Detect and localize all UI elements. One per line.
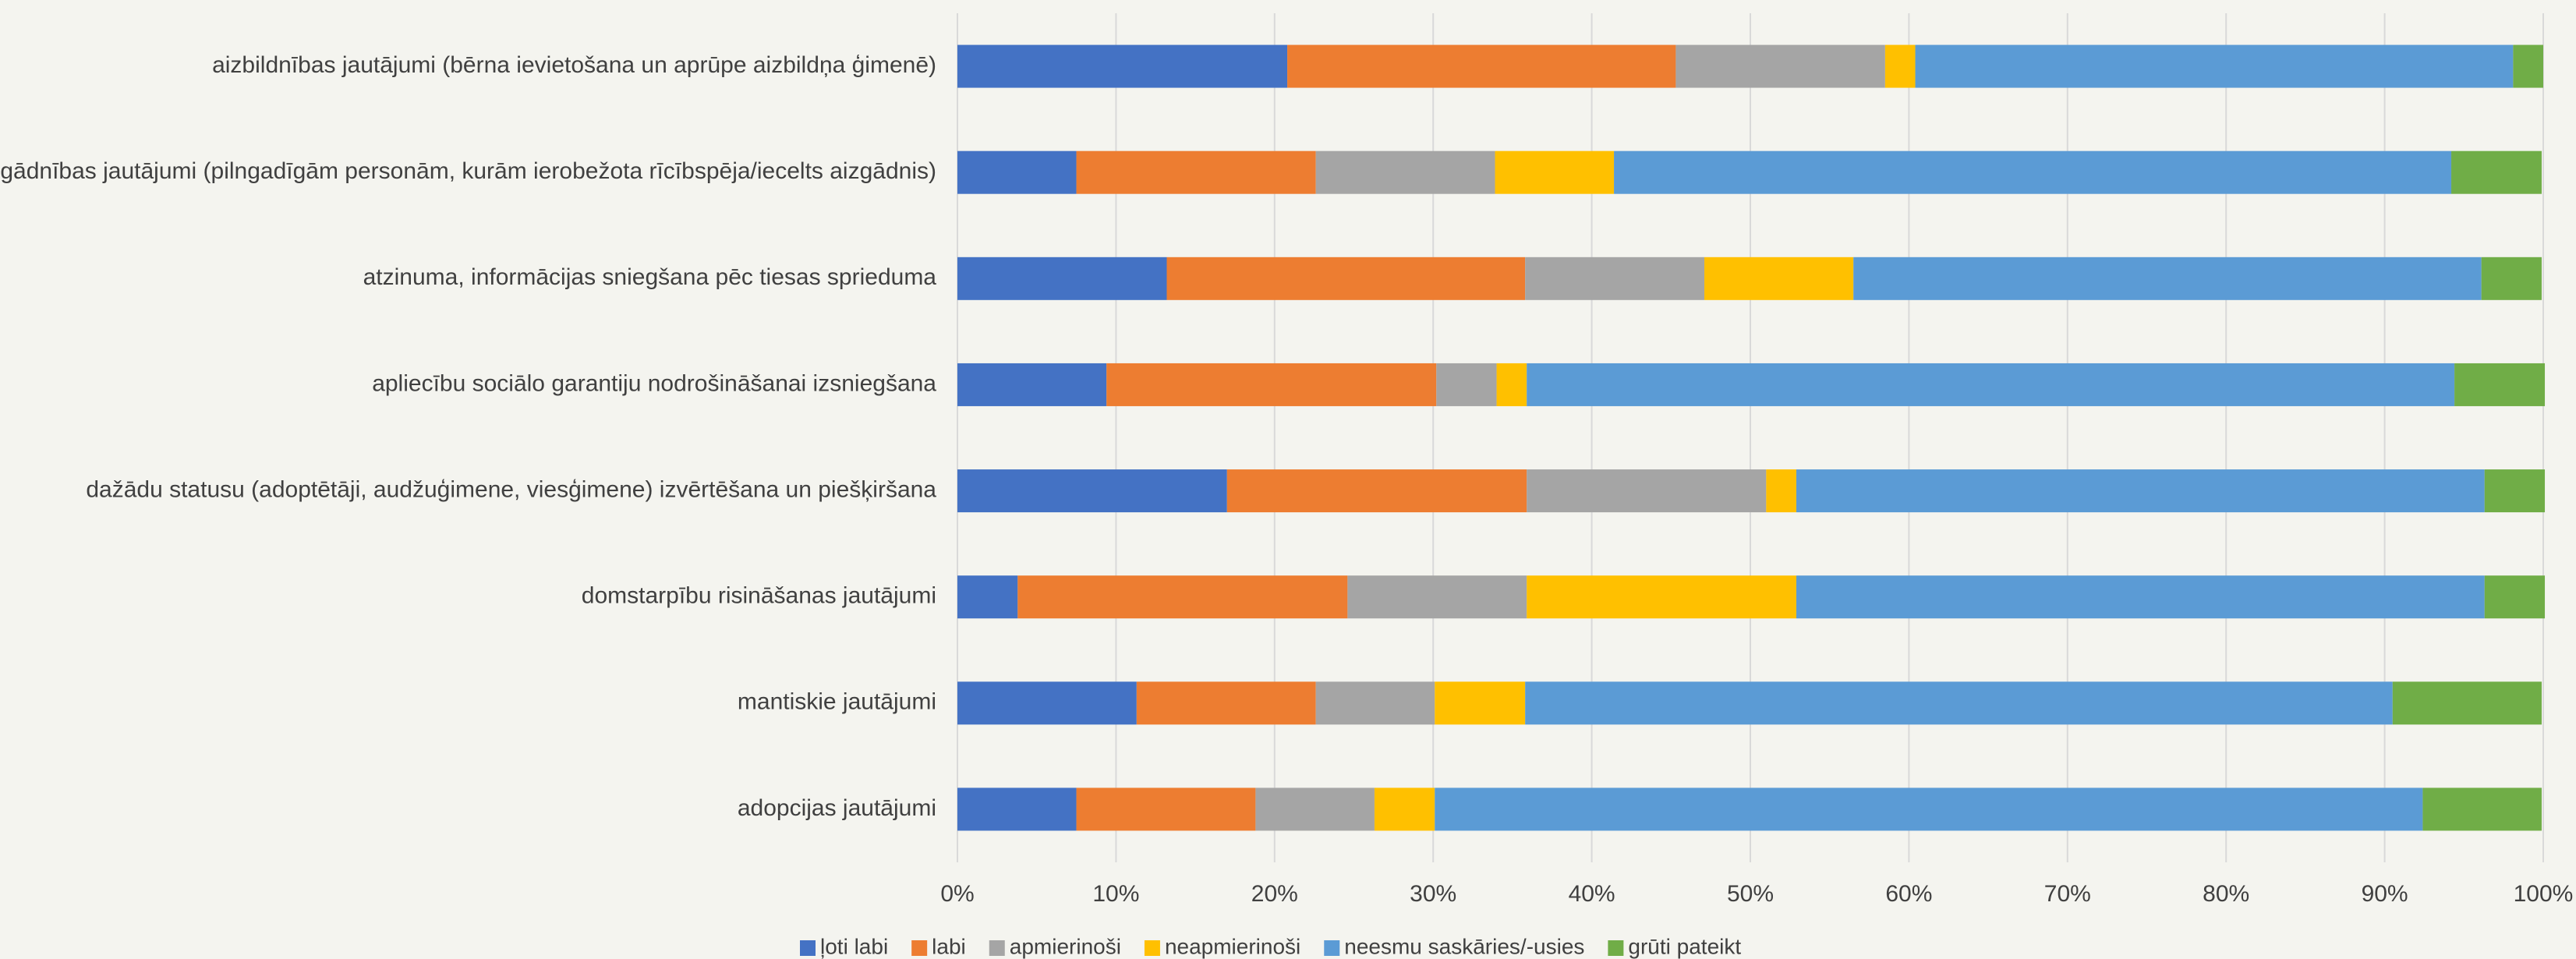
bar-segment [1527, 363, 2455, 406]
bar-segment [1076, 150, 1316, 194]
bar-segment [1675, 44, 1885, 88]
bar-segment [1017, 575, 1348, 619]
y-tick-label: mantiskie jautājumi [738, 689, 936, 715]
bar-segment [1527, 575, 1796, 619]
bar-segment [1884, 44, 1916, 88]
legend-label: neapmierinoši [1165, 934, 1300, 958]
bar-segment [1853, 257, 2482, 300]
x-tick-label: 0% [940, 881, 974, 907]
bar-segment [1255, 787, 1375, 831]
bar-segment [1614, 150, 2452, 194]
bar-segment [2481, 257, 2542, 300]
bar-segment [957, 787, 1077, 831]
bar-segment [957, 363, 1107, 406]
x-tick-label: 40% [1569, 881, 1615, 907]
bar-segment [1435, 787, 2423, 831]
bar-segment [957, 257, 1167, 300]
bar-segment [1315, 150, 1495, 194]
bar-segment [1435, 681, 1526, 725]
legend-swatch [1324, 940, 1340, 956]
bar-segment [1166, 257, 1526, 300]
bar-segment [957, 469, 1227, 513]
x-tick-label: 90% [2362, 881, 2408, 907]
y-tick-label: apliecību sociālo garantiju nodrošināšan… [372, 370, 936, 396]
bar-segment [1496, 363, 1527, 406]
y-tick-label: domstarpību risināšanas jautājumi [582, 583, 936, 609]
legend-label: neesmu saskāries/-usies [1344, 934, 1584, 958]
bar-segment [1915, 44, 2514, 88]
bar-segment [2513, 44, 2543, 88]
bar-segment [1315, 681, 1435, 725]
bar-segment [957, 44, 1288, 88]
bar-segment [957, 150, 1077, 194]
bar-segment [1704, 257, 1854, 300]
legend-swatch [1608, 940, 1624, 956]
bar-segment [1287, 44, 1676, 88]
bar-segment [1525, 257, 1705, 300]
bar-segment [1525, 681, 2393, 725]
x-tick-label: 30% [1410, 881, 1456, 907]
bar-segment [1226, 469, 1527, 513]
legend-swatch [800, 940, 816, 956]
y-tick-label: dažādu statusu (adoptētāji, audžuģimene,… [86, 476, 936, 502]
bar-segment [2484, 575, 2546, 619]
bar-segment [2451, 150, 2542, 194]
legend-swatch [911, 940, 928, 956]
y-tick-label: atzinuma, informācijas sniegšana pēc tie… [363, 264, 937, 290]
bar-segment [2422, 787, 2542, 831]
legend-swatch [989, 940, 1005, 956]
bar-segment [1495, 150, 1615, 194]
bar-segment [1136, 681, 1316, 725]
legend-swatch [1144, 940, 1160, 956]
x-tick-label: 20% [1251, 881, 1298, 907]
bar-segment [1527, 469, 1767, 513]
x-tick-label: 50% [1727, 881, 1774, 907]
bar-segment [1796, 469, 2485, 513]
bar-segment [2392, 681, 2542, 725]
x-tick-label: 70% [2044, 881, 2091, 907]
bar-segment [1796, 575, 2485, 619]
y-tick-label: aizbildnības jautājumi (bērna ievietošan… [212, 52, 936, 78]
x-tick-label: 80% [2203, 881, 2249, 907]
x-tick-label: 10% [1092, 881, 1139, 907]
bar-segment [1766, 469, 1796, 513]
bar-segment [957, 681, 1137, 725]
bar-segment [1106, 363, 1437, 406]
x-tick-label: 100% [2514, 881, 2574, 907]
bar-segment [1076, 787, 1256, 831]
x-tick-label: 60% [1885, 881, 1932, 907]
legend-label: labi [932, 934, 966, 958]
bar-segment [1347, 575, 1527, 619]
legend-label: ļoti labi [820, 934, 888, 958]
legend-label: apmierinoši [1010, 934, 1121, 958]
bar-segment [957, 575, 1018, 619]
legend-label: grūti pateikt [1628, 934, 1741, 958]
y-tick-label: aizgādnības jautājumi (pilngadīgām perso… [0, 158, 936, 184]
bar-segment [1436, 363, 1497, 406]
bar-segment [1374, 787, 1435, 831]
bar-segment [2454, 363, 2546, 406]
bar-segment [2484, 469, 2546, 513]
y-tick-label: adopcijas jautājumi [738, 795, 936, 821]
